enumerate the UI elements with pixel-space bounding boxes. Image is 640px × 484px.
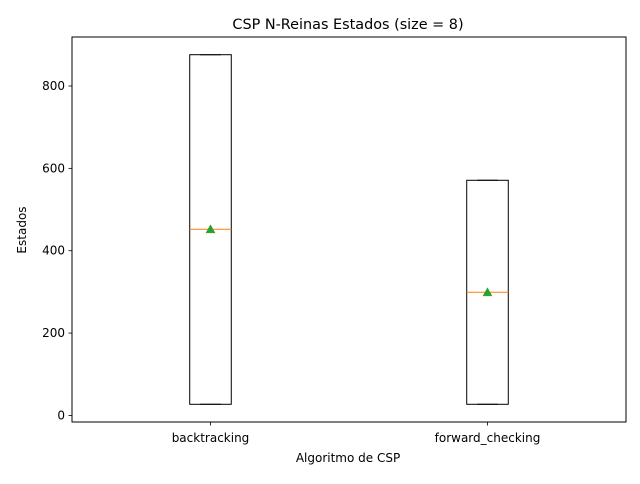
chart-title: CSP N-Reinas Estados (size = 8) xyxy=(232,17,463,33)
x-tick-label: backtracking xyxy=(172,431,250,445)
y-tick-label: 800 xyxy=(42,79,65,93)
mean-marker xyxy=(482,287,493,297)
y-tick-label: 400 xyxy=(42,244,65,258)
x-axis-label: Algoritmo de CSP xyxy=(296,451,400,465)
x-tick-label: forward_checking xyxy=(435,431,541,445)
axes-frame xyxy=(71,36,627,423)
y-tick-label: 600 xyxy=(42,161,65,175)
plot-area xyxy=(189,54,509,405)
mean-marker xyxy=(205,224,216,234)
box-group-forward_checking xyxy=(466,179,509,405)
y-tick-label: 0 xyxy=(57,408,65,422)
box-group-backtracking xyxy=(189,54,232,405)
y-tick-label: 200 xyxy=(42,326,65,340)
y-axis-label: Estados xyxy=(15,206,29,253)
